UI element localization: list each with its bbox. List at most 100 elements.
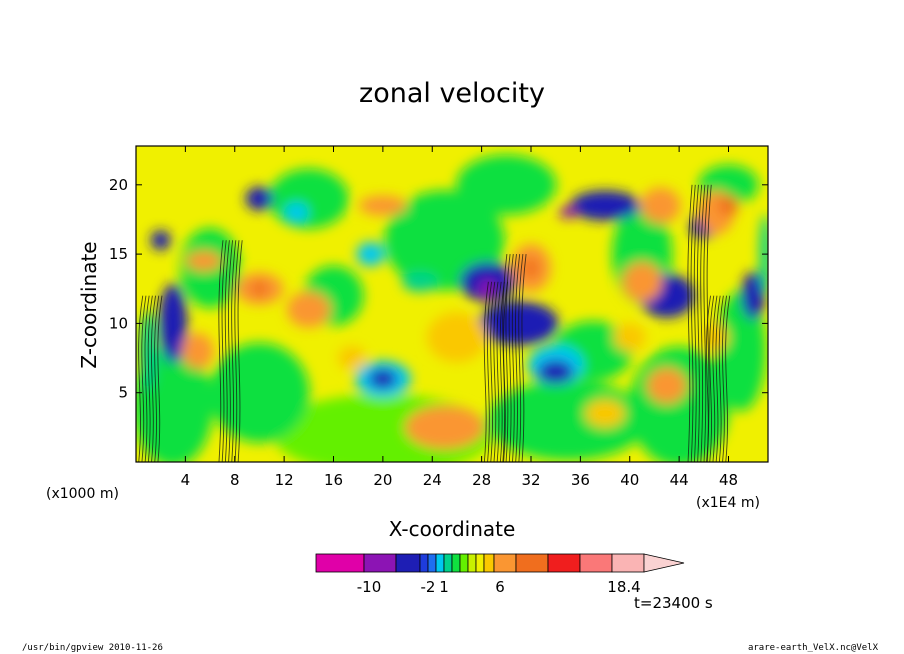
x-tick-label: 32 bbox=[521, 471, 540, 489]
y-axis-label: Z-coordinate bbox=[77, 241, 101, 368]
contour-line bbox=[703, 184, 709, 462]
colorbar-segment bbox=[493, 553, 517, 573]
velocity-region bbox=[613, 323, 646, 352]
colorbar-segment bbox=[363, 553, 397, 573]
colorbar-segment bbox=[459, 553, 469, 573]
contour-line bbox=[154, 295, 160, 462]
velocity-region bbox=[537, 359, 574, 384]
velocity-region bbox=[284, 202, 309, 223]
colorbar-segment bbox=[395, 553, 421, 573]
contour-line bbox=[147, 295, 153, 462]
velocity-region bbox=[159, 283, 188, 364]
contour-line bbox=[508, 254, 514, 462]
y-tick-label: 15 bbox=[109, 245, 128, 263]
colorbar-tick-label: 18.4 bbox=[607, 578, 640, 596]
x-axis-unit: (x1E4 m) bbox=[696, 495, 760, 511]
colorbar-segment bbox=[451, 553, 461, 573]
velocity-region bbox=[640, 187, 681, 224]
contour-line bbox=[515, 254, 521, 462]
x-axis-label: X-coordinate bbox=[389, 517, 516, 541]
y-axis-unit: (x1000 m) bbox=[46, 486, 119, 502]
contour-line bbox=[141, 295, 147, 462]
velocity-region bbox=[622, 261, 663, 302]
contour-line bbox=[231, 240, 237, 462]
colorbar-segment bbox=[443, 553, 453, 573]
colorbar-segment bbox=[475, 553, 485, 573]
contour-line bbox=[718, 295, 724, 462]
colorbar-segment bbox=[611, 553, 645, 573]
contour-line bbox=[700, 184, 706, 462]
y-axis: 5 10 15 20 bbox=[109, 176, 768, 402]
velocity-region bbox=[523, 257, 539, 278]
colorbar-tick-label: -2 bbox=[421, 578, 436, 596]
contour-line bbox=[237, 240, 243, 462]
velocity-region bbox=[488, 380, 649, 461]
contour-line bbox=[709, 295, 715, 462]
velocity-region bbox=[456, 154, 557, 215]
contour-line bbox=[502, 254, 508, 462]
colorbar-segment bbox=[579, 553, 613, 573]
velocity-region bbox=[356, 242, 385, 267]
velocity-region bbox=[715, 291, 766, 412]
velocity-region bbox=[209, 342, 310, 443]
velocity-region bbox=[585, 399, 626, 428]
x-tick-label: 16 bbox=[324, 471, 343, 489]
x-tick-label: 20 bbox=[373, 471, 392, 489]
contour-line bbox=[487, 281, 493, 462]
contour-line bbox=[693, 184, 699, 462]
contour-line bbox=[511, 254, 517, 462]
contour-line bbox=[144, 295, 150, 462]
velocity-region bbox=[251, 280, 268, 297]
contour-line bbox=[234, 240, 240, 462]
time-label: t=23400 s bbox=[634, 594, 713, 612]
contour-line bbox=[157, 295, 163, 462]
x-tick-label: 48 bbox=[719, 471, 738, 489]
contour-line bbox=[218, 240, 224, 462]
colorbar-segment bbox=[467, 553, 477, 573]
contour-line bbox=[705, 295, 712, 462]
contour-line bbox=[493, 281, 499, 462]
contour-line bbox=[712, 295, 718, 462]
footer-right: arare-earth_VelX.nc@VelX bbox=[748, 643, 879, 653]
x-tick-label: 8 bbox=[230, 471, 240, 489]
contour-line bbox=[496, 281, 502, 462]
contour-line bbox=[490, 281, 496, 462]
velocity-region bbox=[245, 186, 274, 211]
x-tick-label: 24 bbox=[423, 471, 442, 489]
velocity-region bbox=[185, 251, 222, 272]
x-tick-label: 12 bbox=[275, 471, 294, 489]
velocity-region bbox=[570, 190, 641, 221]
x-axis: 4 8 12 16 20 24 28 32 36 40 44 48 bbox=[181, 146, 738, 489]
velocity-region bbox=[401, 271, 438, 292]
footer-left: /usr/bin/gpview 2010-11-26 bbox=[22, 643, 163, 653]
x-tick-label: 36 bbox=[571, 471, 590, 489]
velocity-region bbox=[718, 195, 739, 216]
colorbar-segment bbox=[515, 553, 549, 573]
colorbar-segment bbox=[435, 553, 445, 573]
contour-line bbox=[505, 254, 511, 462]
colorbar-tick-label: 6 bbox=[495, 578, 505, 596]
x-tick-label: 4 bbox=[181, 471, 191, 489]
velocity-region bbox=[646, 367, 687, 404]
colorbar-segment bbox=[427, 553, 437, 573]
contour-line bbox=[687, 184, 693, 462]
velocity-region bbox=[268, 168, 349, 229]
plot-frame bbox=[135, 145, 769, 463]
contour-line bbox=[518, 254, 524, 462]
velocity-region bbox=[368, 368, 397, 389]
colorbar-tick-label: 1 bbox=[439, 578, 449, 596]
plot-area bbox=[136, 146, 768, 462]
contour-line bbox=[715, 295, 721, 462]
colorbar-segment bbox=[547, 553, 581, 573]
x-tick-label: 40 bbox=[620, 471, 639, 489]
velocity-region bbox=[358, 195, 407, 216]
contour-line bbox=[521, 254, 527, 462]
y-tick-label: 20 bbox=[109, 176, 128, 194]
velocity-region bbox=[404, 405, 485, 450]
velocity-region bbox=[559, 206, 578, 219]
contour-line bbox=[138, 295, 144, 462]
x-tick-label: 44 bbox=[670, 471, 689, 489]
velocity-region bbox=[338, 346, 367, 371]
contour-line bbox=[690, 184, 696, 462]
